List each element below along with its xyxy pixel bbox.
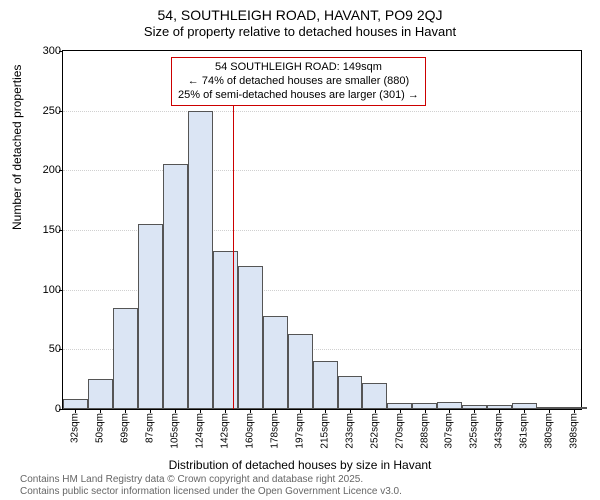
histogram-bar <box>288 334 313 409</box>
chart-container: 54, SOUTHLEIGH ROAD, HAVANT, PO9 2QJ Siz… <box>0 0 600 500</box>
callout-line-3: 25% of semi-detached houses are larger (… <box>178 89 419 103</box>
y-tick-label: 250 <box>43 105 61 117</box>
chart-subtitle: Size of property relative to detached ho… <box>0 24 600 43</box>
x-tick-label: 343sqm <box>494 413 505 449</box>
x-tick-label: 361sqm <box>519 413 530 449</box>
x-tick-label: 124sqm <box>194 413 205 449</box>
histogram-bar <box>88 379 113 409</box>
reference-line <box>233 101 234 409</box>
x-tick-label: 233sqm <box>344 413 355 449</box>
histogram-bar <box>362 383 387 409</box>
histogram-bar <box>163 164 188 409</box>
histogram-bar <box>113 308 138 409</box>
x-tick-label: 32sqm <box>70 413 81 443</box>
x-tick-label: 252sqm <box>369 413 380 449</box>
y-tick-label: 150 <box>43 224 61 236</box>
histogram-bar <box>313 361 338 409</box>
y-tick-label: 50 <box>49 343 61 355</box>
x-tick-label: 142sqm <box>219 413 230 449</box>
histogram-bar <box>437 402 462 409</box>
y-axis-label: Number of detached properties <box>10 65 24 230</box>
x-axis-label: Distribution of detached houses by size … <box>0 458 600 472</box>
footer-line-2: Contains public sector information licen… <box>20 486 402 498</box>
histogram-bar <box>188 111 213 409</box>
footer-attribution: Contains HM Land Registry data © Crown c… <box>20 474 402 498</box>
histogram-bar <box>63 399 88 409</box>
gridline <box>63 170 581 171</box>
chart-title: 54, SOUTHLEIGH ROAD, HAVANT, PO9 2QJ <box>0 0 600 24</box>
footer-line-1: Contains HM Land Registry data © Crown c… <box>20 474 402 486</box>
y-tick-label: 0 <box>55 403 61 415</box>
gridline <box>63 111 581 112</box>
x-tick-label: 380sqm <box>544 413 555 449</box>
y-tick-label: 300 <box>43 45 61 57</box>
x-tick-label: 105sqm <box>169 413 180 449</box>
histogram-bar <box>138 224 163 409</box>
x-tick-label: 288sqm <box>419 413 430 449</box>
histogram-bar <box>238 266 263 409</box>
x-tick-label: 197sqm <box>294 413 305 449</box>
y-tick-label: 100 <box>43 284 61 296</box>
histogram-bar <box>263 316 288 409</box>
x-tick-label: 398sqm <box>569 413 580 449</box>
x-tick-label: 50sqm <box>95 413 106 443</box>
callout-line-2: ← 74% of detached houses are smaller (88… <box>178 75 419 89</box>
callout-box: 54 SOUTHLEIGH ROAD: 149sqm ← 74% of deta… <box>171 57 426 106</box>
x-tick-label: 160sqm <box>244 413 255 449</box>
x-tick-label: 69sqm <box>120 413 131 443</box>
x-tick-label: 87sqm <box>145 413 156 443</box>
x-tick-label: 325sqm <box>469 413 480 449</box>
x-tick-label: 215sqm <box>319 413 330 449</box>
x-tick-label: 178sqm <box>269 413 280 449</box>
x-tick-label: 307sqm <box>444 413 455 449</box>
callout-line-1: 54 SOUTHLEIGH ROAD: 149sqm <box>178 61 419 75</box>
histogram-bar <box>338 376 363 409</box>
y-tick-label: 200 <box>43 164 61 176</box>
x-tick-label: 270sqm <box>394 413 405 449</box>
plot-area: 54 SOUTHLEIGH ROAD: 149sqm ← 74% of deta… <box>62 50 582 410</box>
